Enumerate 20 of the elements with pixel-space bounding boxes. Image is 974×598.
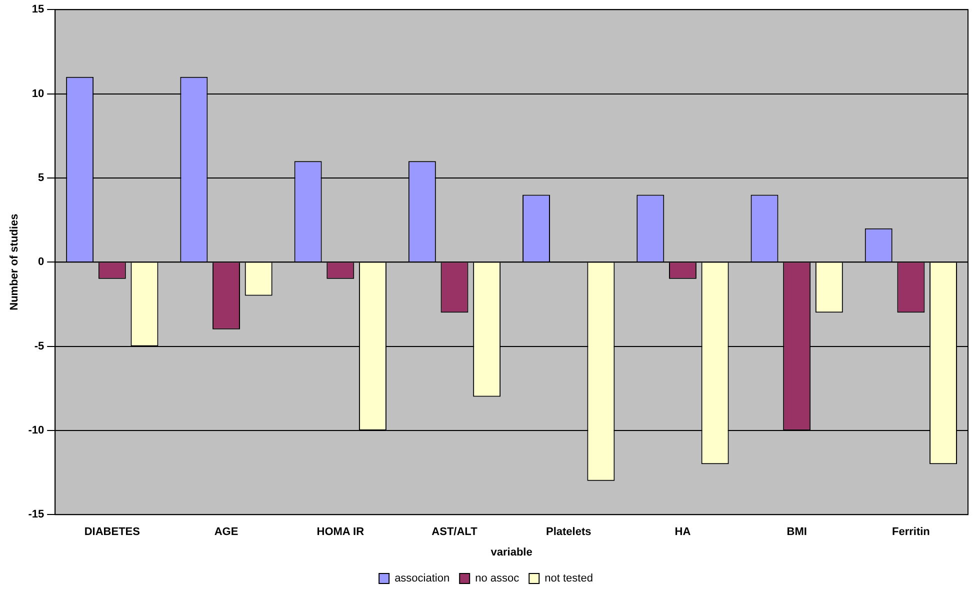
x-tick-label: HA — [674, 526, 691, 538]
y-tick-label: -10 — [28, 424, 44, 436]
y-tick-label: 5 — [38, 172, 44, 184]
x-tick-label: AGE — [214, 526, 238, 538]
x-tick-label: HOMA IR — [316, 526, 364, 538]
x-tick-label: Ferritin — [892, 526, 930, 538]
legend-label: no assoc — [475, 572, 520, 585]
y-axis-title: Number of studies — [8, 214, 21, 310]
x-tick-label: DIABETES — [84, 526, 140, 538]
x-tick-label: BMI — [786, 526, 807, 538]
y-tick-label: -15 — [28, 508, 44, 521]
x-axis-title: variable — [490, 546, 532, 558]
x-tick-label: Platelets — [546, 526, 592, 538]
y-tick-label: -5 — [34, 340, 44, 352]
x-tick-label: AST/ALT — [432, 526, 478, 538]
legend-label: association — [394, 572, 450, 585]
y-tick-label: 15 — [32, 4, 44, 16]
y-tick-label: 10 — [32, 88, 44, 100]
y-tick-label: 0 — [38, 256, 44, 268]
legend-label: not tested — [544, 572, 593, 585]
